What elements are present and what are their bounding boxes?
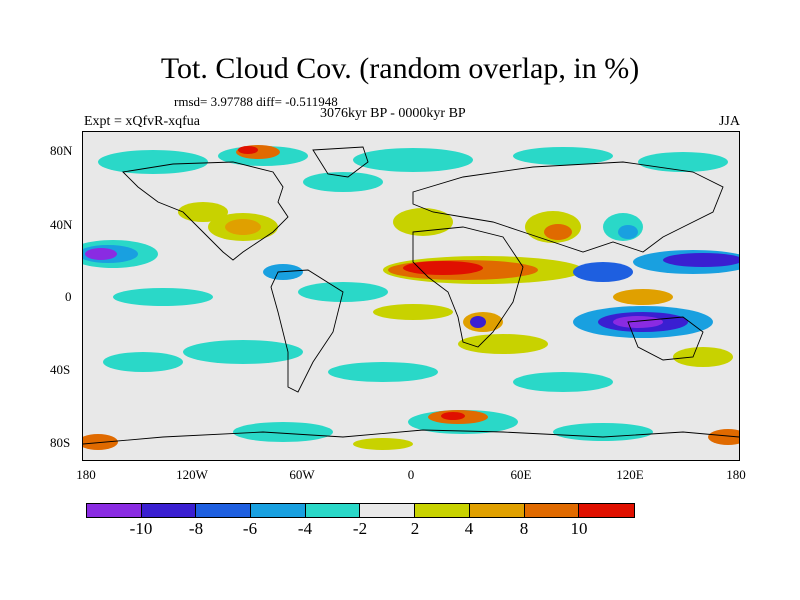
x-label-60e: 60E xyxy=(510,467,532,482)
colorbar-label: 10 xyxy=(570,519,588,538)
colorbar-label: -6 xyxy=(242,519,258,538)
colorbar-swatch xyxy=(141,504,197,517)
experiment-label: Expt = xQfvR-xqfua xyxy=(84,114,200,129)
colorbar-swatch xyxy=(360,504,416,517)
coastlines xyxy=(83,146,739,445)
plot-title: Tot. Cloud Cov. (random overlap, in %) xyxy=(160,52,640,85)
cloud-cover-map xyxy=(83,145,739,450)
colorbar-swatch xyxy=(415,504,470,517)
y-label-40s: 40S xyxy=(50,362,71,377)
colorbar-swatch xyxy=(196,504,252,517)
period-text: 3076kyr BP - 0000kyr BP xyxy=(320,106,466,121)
y-label-80n: 80N xyxy=(50,143,73,158)
colorbar-label: 4 xyxy=(464,519,474,538)
x-label-180w: 180 xyxy=(76,467,96,482)
colorbar-label: -10 xyxy=(129,519,153,538)
x-label-180e: 180 xyxy=(726,467,746,482)
colorbar-swatch xyxy=(579,504,634,517)
colorbar xyxy=(86,503,635,518)
stats-text: rmsd= 3.97788 diff= -0.511948 xyxy=(174,94,338,109)
x-label-0: 0 xyxy=(407,467,415,482)
colorbar-swatch xyxy=(251,504,306,517)
y-label-40n: 40N xyxy=(50,217,73,232)
colorbar-swatch xyxy=(469,504,525,517)
map-panel xyxy=(82,131,740,461)
colorbar-label: -4 xyxy=(297,519,313,538)
anomaly-field xyxy=(83,145,739,450)
colorbar-label: 8 xyxy=(519,519,529,538)
y-label-equator: 0 xyxy=(65,289,72,304)
season-label: JJA xyxy=(718,114,740,129)
colorbar-label: -8 xyxy=(188,519,204,538)
y-label-80s: 80S xyxy=(50,435,71,450)
x-label-120w: 120W xyxy=(176,467,208,482)
x-label-120e: 120E xyxy=(616,467,644,482)
colorbar-label: 2 xyxy=(410,519,420,538)
x-label-60w: 60W xyxy=(289,467,315,482)
colorbar-swatch xyxy=(87,504,142,517)
colorbar-swatch xyxy=(524,504,580,517)
colorbar-label: -2 xyxy=(352,519,368,538)
colorbar-swatch xyxy=(305,504,361,517)
